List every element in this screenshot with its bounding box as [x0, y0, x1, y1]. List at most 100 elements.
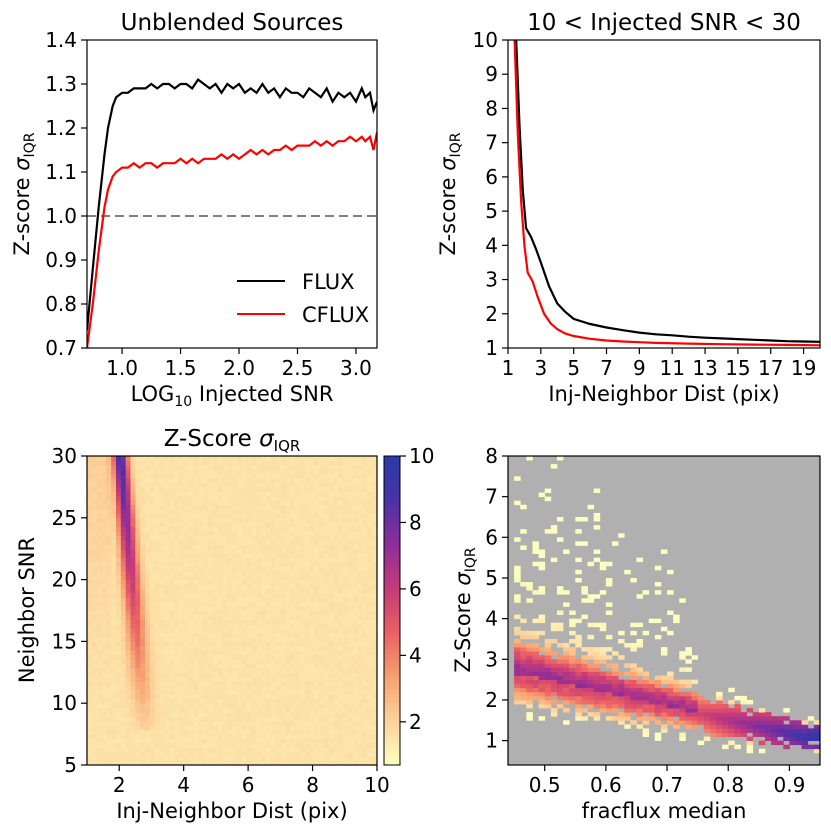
- heatmap-cell: [256, 725, 262, 731]
- heatmap-cell: [642, 683, 650, 689]
- heatmap-cell: [169, 698, 175, 704]
- heatmap-cell: [193, 561, 199, 567]
- heatmap-cell: [149, 667, 156, 673]
- heatmap-cell: [145, 579, 151, 585]
- heatmap-cell: [111, 632, 117, 638]
- heatmap-cell: [159, 584, 165, 589]
- heatmap-cell: [722, 704, 729, 709]
- heatmap-cell: [352, 689, 359, 695]
- heatmap-cell: [261, 734, 267, 740]
- heatmap-cell: [328, 623, 334, 629]
- heatmap-cell: [338, 667, 344, 673]
- heatmap-cell: [280, 486, 286, 492]
- heatmap-cell: [290, 544, 296, 550]
- heatmap-cell: [309, 654, 315, 660]
- heatmap-cell: [593, 594, 601, 599]
- heatmap-cell: [251, 641, 257, 647]
- heatmap-cell: [290, 473, 296, 479]
- heatmap-cell: [116, 539, 122, 545]
- heatmap-cell: [294, 716, 301, 722]
- heatmap-cell: [290, 588, 296, 594]
- heatmap-cell: [87, 473, 93, 479]
- heatmap-cell: [149, 623, 156, 629]
- heatmap-cell: [130, 464, 136, 470]
- heatmap-cell: [304, 491, 310, 497]
- heatmap-cell: [227, 508, 233, 514]
- heatmap-cell: [193, 650, 199, 656]
- heatmap-cell: [314, 469, 320, 475]
- heatmap-cell: [96, 610, 102, 616]
- heatmap-cell: [290, 486, 296, 492]
- heatmap-cell: [636, 712, 643, 717]
- heatmap-cell: [106, 486, 112, 492]
- heatmap-cell: [183, 676, 189, 682]
- series-line-flux: [87, 78, 377, 331]
- heatmap-cell: [159, 544, 165, 550]
- heatmap-cell: [333, 570, 339, 576]
- heatmap-cell: [193, 716, 199, 722]
- heatmap-cell: [87, 685, 93, 691]
- heatmap-cell: [96, 486, 102, 492]
- heatmap-cell: [203, 672, 209, 678]
- heatmap-cell: [96, 703, 102, 709]
- heatmap-cell: [183, 716, 189, 722]
- heatmap-cell: [612, 708, 619, 713]
- heatmap-cell: [261, 517, 267, 523]
- heatmap-cell: [280, 513, 286, 519]
- heatmap-cell: [333, 707, 339, 713]
- heatmap-cell: [101, 760, 107, 766]
- heatmap-cell: [217, 588, 223, 594]
- heatmap-cell: [357, 654, 363, 660]
- heatmap-cell: [198, 491, 204, 497]
- heatmap-cell: [232, 579, 238, 585]
- heatmap-cell: [256, 473, 262, 479]
- heatmap-cell: [101, 513, 107, 519]
- heatmap-cell: [251, 632, 257, 638]
- heatmap-cell: [149, 539, 156, 545]
- heatmap-cell: [120, 628, 127, 634]
- heatmap-cell: [159, 561, 165, 567]
- heatmap-cell: [309, 619, 315, 625]
- heatmap-cell: [232, 601, 238, 607]
- heatmap-cell: [232, 623, 238, 629]
- heatmap-cell: [120, 500, 127, 506]
- heatmap-cell: [130, 531, 136, 536]
- heatmap-cell: [183, 588, 189, 594]
- heatmap-cell: [101, 566, 107, 572]
- heatmap-cell: [372, 522, 378, 528]
- heatmap-cell: [348, 460, 354, 466]
- heatmap-cell: [232, 707, 238, 713]
- heatmap-cell: [270, 539, 276, 545]
- heatmap-cell: [357, 597, 363, 603]
- heatmap-cell: [514, 663, 521, 668]
- heatmap-cell: [314, 654, 320, 660]
- heatmap-cell: [520, 695, 527, 701]
- heatmap-cell: [183, 579, 189, 585]
- heatmap-cell: [130, 473, 136, 479]
- heatmap-cell: [91, 725, 98, 731]
- heatmap-cell: [193, 486, 199, 492]
- heatmap-cell: [593, 488, 601, 493]
- heatmap-cell: [309, 579, 315, 585]
- heatmap-cell: [280, 632, 286, 638]
- heatmap-cell: [703, 724, 711, 729]
- heatmap-cell: [304, 486, 310, 492]
- heatmap-cell: [246, 659, 252, 664]
- heatmap-cell: [319, 703, 325, 709]
- heatmap-cell: [328, 632, 334, 638]
- heatmap-cell: [96, 698, 102, 704]
- heatmap-cell: [227, 707, 233, 713]
- heatmap-cell: [314, 756, 320, 762]
- heatmap-cell: [624, 643, 631, 648]
- heatmap-cell: [203, 734, 209, 740]
- heatmap-cell: [241, 566, 247, 572]
- heatmap-cell: [372, 681, 378, 687]
- heatmap-cell: [169, 544, 175, 550]
- heatmap-cell: [193, 681, 199, 687]
- heatmap-cell: [299, 473, 305, 479]
- heatmap-cell: [352, 460, 359, 466]
- heatmap-cell: [587, 687, 595, 693]
- heatmap-cell: [193, 557, 199, 563]
- heatmap-cell: [275, 526, 281, 532]
- heatmap-cell: [333, 676, 339, 682]
